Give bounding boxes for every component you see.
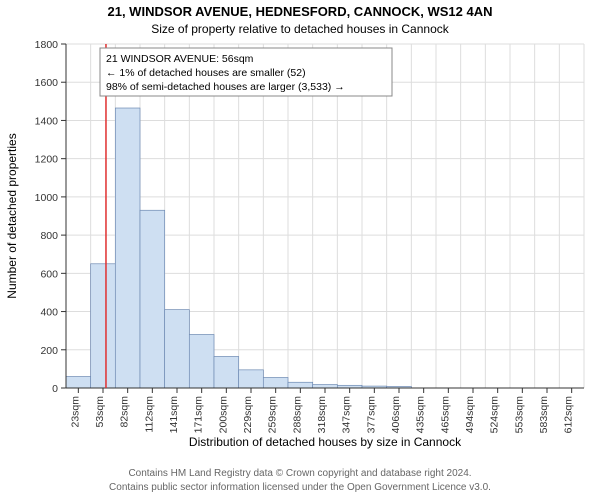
x-tick-label: 377sqm [365, 396, 377, 434]
x-tick-label: 259sqm [267, 396, 279, 434]
x-tick-label: 406sqm [390, 396, 402, 434]
histogram-bar [263, 377, 288, 388]
footer-line1: Contains HM Land Registry data © Crown c… [128, 468, 471, 479]
y-tick-label: 800 [40, 230, 58, 242]
x-tick-label: 347sqm [341, 396, 353, 434]
histogram-bar [214, 356, 239, 388]
x-tick-label: 465sqm [439, 396, 451, 434]
histogram-chart: 21, WINDSOR AVENUE, HEDNESFORD, CANNOCK,… [0, 0, 600, 500]
y-tick-label: 1200 [35, 154, 59, 166]
y-tick-label: 1600 [35, 77, 59, 89]
footer-line2: Contains public sector information licen… [109, 482, 491, 493]
x-axis-label: Distribution of detached houses by size … [189, 435, 462, 449]
x-tick-label: 524sqm [489, 396, 501, 434]
histogram-bar [91, 264, 116, 388]
x-tick-label: 494sqm [464, 396, 476, 434]
histogram-bar [115, 108, 140, 388]
x-tick-label: 171sqm [193, 396, 205, 434]
x-tick-label: 200sqm [217, 396, 229, 434]
annotation-box: 21 WINDSOR AVENUE: 56sqm ← 1% of detache… [100, 48, 392, 96]
annotation-line2: ← 1% of detached houses are smaller (52) [106, 67, 306, 79]
y-tick-label: 600 [40, 268, 58, 280]
x-tick-label: 82sqm [119, 396, 131, 428]
histogram-bar [189, 334, 214, 388]
x-tick-label: 141sqm [168, 396, 180, 434]
histogram-bar [288, 382, 313, 388]
histogram-bar [140, 210, 165, 388]
plot-area: 0 200 400 600 800 1000 1200 1400 1600 1800 23sqm 53… [35, 39, 584, 433]
y-tick-label: 400 [40, 307, 58, 319]
x-tick-label: 583sqm [538, 396, 550, 434]
histogram-bar [66, 377, 91, 388]
x-tick-label: 553sqm [513, 396, 525, 434]
annotation-line1: 21 WINDSOR AVENUE: 56sqm [106, 53, 254, 65]
x-tick-label: 612sqm [563, 396, 575, 434]
x-tick-label: 229sqm [242, 396, 254, 434]
x-tick-label: 53sqm [94, 396, 106, 428]
histogram-bar [313, 385, 338, 388]
x-tick-label: 318sqm [316, 396, 328, 434]
x-tick-label: 23sqm [69, 396, 81, 428]
x-tick-label: 112sqm [143, 396, 155, 433]
y-tick-label: 0 [52, 383, 58, 395]
y-tick-label: 1000 [35, 192, 59, 204]
x-tick-label: 435sqm [415, 396, 427, 434]
annotation-line3: 98% of semi-detached houses are larger (… [106, 81, 345, 93]
chart-subtitle: Size of property relative to detached ho… [151, 22, 450, 36]
y-tick-label: 1800 [35, 39, 59, 51]
y-tick-label: 200 [40, 345, 58, 357]
x-tick-label: 288sqm [291, 396, 303, 434]
y-tick-label: 1400 [35, 115, 59, 127]
histogram-bar [239, 370, 264, 388]
histogram-bar [165, 310, 190, 388]
chart-title: 21, WINDSOR AVENUE, HEDNESFORD, CANNOCK,… [108, 4, 493, 19]
y-axis-label: Number of detached properties [5, 133, 19, 298]
